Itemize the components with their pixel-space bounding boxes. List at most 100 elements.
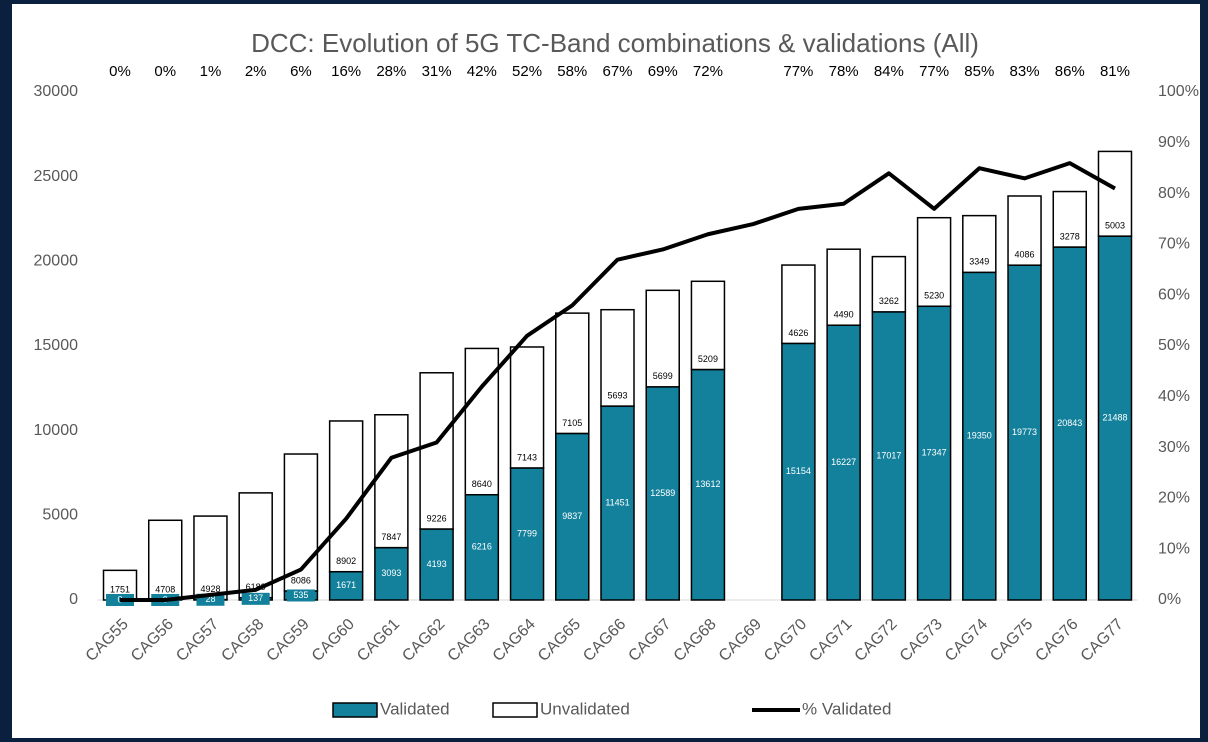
value-label: 5693 <box>607 390 627 400</box>
value-label: 4193 <box>427 559 447 569</box>
value-label-box <box>241 592 270 605</box>
percent-label: 0% <box>109 63 131 80</box>
y-tick-label: 0 <box>69 591 78 608</box>
y2-tick-label: 60% <box>1158 286 1190 303</box>
value-label-box <box>784 465 813 478</box>
value-label: 17017 <box>876 450 901 460</box>
y-tick-label: 30000 <box>34 83 79 100</box>
y-tick-label: 20000 <box>34 253 79 270</box>
bar-segment <box>600 308 635 407</box>
bar-segment <box>916 216 952 308</box>
value-label: 12589 <box>650 488 675 498</box>
value-label: 3278 <box>1060 231 1080 241</box>
value-label-box <box>603 497 632 510</box>
value-label-box <box>648 487 677 500</box>
value-label-box <box>286 589 315 602</box>
value-label: 7105 <box>562 418 582 428</box>
value-label: 9226 <box>427 513 447 523</box>
y-tick-label: 15000 <box>34 337 79 354</box>
bar-segment <box>826 248 861 326</box>
bar-segment <box>645 289 680 388</box>
value-label: 5209 <box>698 354 718 364</box>
percent-label: 16% <box>331 63 361 80</box>
value-label: 1751 <box>110 584 130 594</box>
value-label: 19773 <box>1012 427 1037 437</box>
value-label: 137 <box>248 593 263 603</box>
y-tick-label: 25000 <box>34 168 79 185</box>
y-tick-label: 10000 <box>34 422 79 439</box>
bar-segment <box>962 214 997 274</box>
bar-segment <box>781 264 816 345</box>
value-label: 7143 <box>517 452 537 462</box>
legend-label: Validated <box>380 699 450 718</box>
value-label: 13612 <box>695 479 720 489</box>
y2-tick-label: 40% <box>1158 388 1190 405</box>
percent-label: 28% <box>376 63 406 80</box>
legend-label: Unvalidated <box>540 699 630 718</box>
value-label: 11451 <box>605 497 629 507</box>
value-label-box <box>1100 412 1129 425</box>
percent-label: 77% <box>919 63 949 80</box>
percent-label: 78% <box>829 63 859 80</box>
percent-label: 77% <box>783 63 813 80</box>
bar-segment <box>1097 150 1133 237</box>
value-label: 8640 <box>472 479 492 489</box>
percent-label: 69% <box>648 63 678 80</box>
value-label: 21488 <box>1102 412 1127 422</box>
value-label: 8902 <box>336 556 356 566</box>
value-label: 15154 <box>786 466 811 476</box>
y2-tick-label: 70% <box>1158 236 1190 253</box>
value-label: 4086 <box>1015 250 1035 260</box>
value-label-box <box>513 527 542 540</box>
y2-tick-label: 30% <box>1158 439 1190 456</box>
bar-segment <box>328 420 364 573</box>
value-label: 5003 <box>1105 221 1125 231</box>
bar-segment <box>871 255 907 313</box>
percent-label: 42% <box>467 63 497 80</box>
y2-tick-label: 20% <box>1158 490 1190 507</box>
value-label-box <box>1010 426 1039 439</box>
percent-label: 67% <box>602 63 632 80</box>
value-label: 5699 <box>653 371 673 381</box>
y2-tick-label: 0% <box>1158 591 1181 608</box>
value-label: 4708 <box>155 584 175 594</box>
bar-segment <box>555 312 590 435</box>
bar-segment <box>690 280 726 371</box>
percent-label: 1% <box>200 63 222 80</box>
value-label: 3093 <box>381 568 401 578</box>
bar-segment <box>509 346 545 469</box>
percent-label: 72% <box>693 63 723 80</box>
value-label: 7847 <box>381 532 401 542</box>
value-label-box <box>874 449 903 462</box>
percent-label: 84% <box>874 63 904 80</box>
percent-label: 86% <box>1055 63 1085 80</box>
percent-label: 52% <box>512 63 542 80</box>
line <box>120 161 1116 602</box>
value-label: 5230 <box>924 291 944 301</box>
y2-tick-label: 90% <box>1158 134 1190 151</box>
percent-label: 0% <box>154 63 176 80</box>
value-label: 4626 <box>788 328 808 338</box>
bar-segment <box>419 372 454 530</box>
value-label: 535 <box>293 590 308 600</box>
value-label-box <box>1055 417 1084 430</box>
y2-tick-label: 100% <box>1158 83 1199 100</box>
value-label: 28 <box>205 594 215 604</box>
value-label-box <box>829 456 858 469</box>
value-label: 16227 <box>831 457 856 467</box>
value-label: 6216 <box>472 542 492 552</box>
legend-swatch <box>332 702 378 718</box>
value-label: 20843 <box>1057 418 1082 428</box>
percent-label: 83% <box>1010 63 1040 80</box>
value-label: 1671 <box>336 580 356 590</box>
value-label-box <box>965 430 994 443</box>
percent-label: 31% <box>422 63 452 80</box>
value-label: 6189 <box>246 582 266 592</box>
value-label: 4490 <box>834 310 854 320</box>
value-label-box <box>377 567 406 580</box>
value-label-box <box>467 541 496 554</box>
bar-segment <box>464 347 500 496</box>
percent-label: 81% <box>1100 63 1130 80</box>
bar-segment <box>193 515 228 601</box>
